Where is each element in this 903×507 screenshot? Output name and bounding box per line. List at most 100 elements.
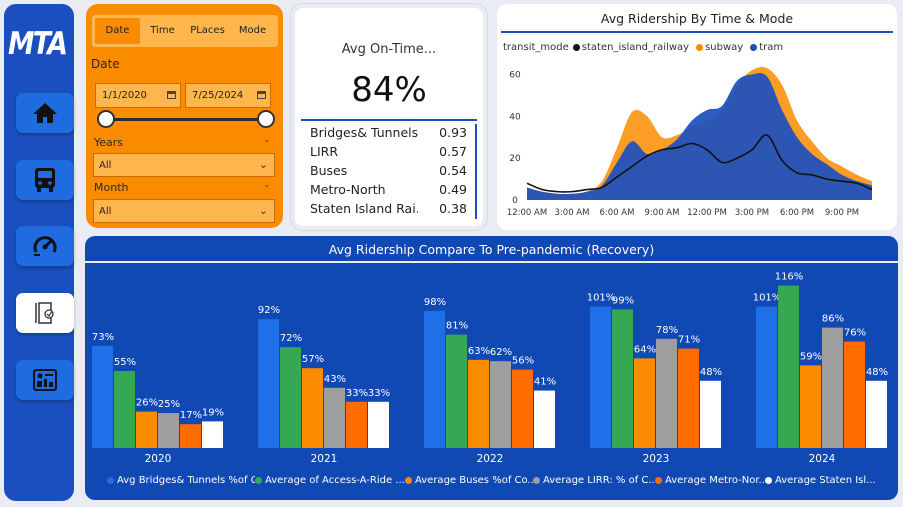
bar-data-label: 57% [302,354,324,365]
end-date-input[interactable]: 7/25/2024 [185,83,271,108]
kpi-divider [301,119,477,121]
bar[interactable] [92,345,113,448]
legend-label: subway [705,42,744,53]
bar[interactable] [468,359,489,448]
bar[interactable] [822,327,843,448]
x-tick-label: 3:00 PM [735,208,769,218]
bar[interactable] [756,306,777,448]
x-tick-label: 3:00 AM [555,208,590,218]
legend-label: Average Staten Isl... [775,475,875,486]
bar-data-label: 101% [753,293,782,304]
mta-logo: MTA [8,26,68,62]
nav-bus-button[interactable] [16,160,74,200]
end-date-value: 7/25/2024 [192,90,244,101]
bar[interactable] [800,365,821,448]
bar[interactable] [634,358,655,448]
x-tick-label: 9:00 AM [645,208,680,218]
bar-data-label: 56% [512,356,534,367]
bar-data-label: 43% [324,374,346,385]
bar[interactable] [590,306,611,448]
month-select[interactable]: All ⌄ [93,199,275,223]
bar-data-label: 48% [866,367,888,378]
bar-data-label: 17% [180,410,202,421]
nav-report-button[interactable] [16,360,74,400]
bar[interactable] [302,368,323,448]
bar[interactable] [866,380,887,448]
bar[interactable] [114,371,135,448]
date-range-end-handle[interactable] [257,110,275,128]
month-label: Month [94,181,129,194]
years-select-value: All [99,160,112,171]
series-line-staten-island-railway[interactable] [526,134,873,193]
start-date-input[interactable]: 1/1/2020 [95,83,181,108]
bar[interactable] [678,348,699,448]
legend-item[interactable]: Avg Bridges& Tunnels %of C... [107,475,255,486]
legend-item[interactable]: Average of Access-A-Ride ... [255,475,405,486]
bar[interactable] [512,369,533,448]
calendar-icon[interactable] [257,91,266,99]
bar[interactable] [446,334,467,448]
bar[interactable] [258,319,279,448]
legend-item-tram[interactable]: tram [750,42,783,53]
nav-performance-button[interactable] [16,226,74,266]
bar-data-label: 116% [775,272,804,283]
bar[interactable] [136,411,157,448]
legend-title: transit_mode [503,42,569,53]
bar[interactable] [656,338,677,448]
legend-label: staten_island_railway [581,42,690,53]
bar[interactable] [778,285,799,448]
kpi-row-value: 0.49 [439,182,467,197]
tab-mode[interactable]: Mode [238,25,267,36]
legend-item[interactable]: Average Staten Isl... [765,475,875,486]
bar[interactable] [844,341,865,448]
bar[interactable] [612,309,633,448]
bar[interactable] [534,390,555,448]
years-collapse-chevron-icon[interactable]: ⌄ [263,135,271,145]
tab-time[interactable]: Time [150,25,175,36]
bar[interactable] [324,387,345,448]
bar-data-label: 99% [612,295,634,306]
nav-recovery-button[interactable] [16,293,74,333]
bar[interactable] [490,361,511,448]
legend-item-subway[interactable]: subway [696,42,743,53]
bar[interactable] [424,310,445,448]
x-tick-label: 6:00 AM [600,208,635,218]
bar[interactable] [280,347,301,448]
bar[interactable] [180,424,201,448]
legend-item[interactable]: Average Metro-Nor... [655,475,765,486]
legend-item[interactable]: Average LIRR: % of C... [533,475,655,486]
date-range-start-handle[interactable] [97,110,115,128]
bar[interactable] [202,421,223,448]
kpi-row: Staten Island Rai... 0.38 [310,201,467,219]
kpi-row-value: 0.38 [439,201,467,216]
kpi-row: Buses 0.54 [310,163,467,181]
bar[interactable] [700,380,721,448]
bar[interactable] [368,401,389,448]
category-label: 2022 [477,453,504,465]
legend-dot [765,477,772,484]
month-select-value: All [99,206,112,217]
legend-item[interactable]: Average Buses %of Co... [405,475,533,486]
line-chart-plot[interactable]: 0 20 40 60 12:00 AM 3:00 AM 6:00 AM 9:00 AM 12:0… [497,4,897,230]
tab-places[interactable]: PLaces [190,25,225,36]
kpi-row-name: LIRR [310,144,339,159]
legend-item-staten-island-railway[interactable]: staten_island_railway [572,42,690,53]
on-time-kpi-card: Avg On-Time... 84% Bridges& Tunnels 0.93… [291,4,487,230]
bar-data-label: 76% [844,328,866,339]
years-select[interactable]: All ⌄ [93,153,275,177]
nav-home-button[interactable] [16,93,74,133]
series-area-tram[interactable] [527,73,872,200]
month-collapse-chevron-icon[interactable]: ⌄ [263,180,271,190]
calendar-icon[interactable] [167,91,176,99]
kpi-scrollbar[interactable] [475,124,477,219]
legend-label: Average Buses %of Co... [415,475,533,486]
x-tick-label: 12:00 PM [687,208,727,218]
tab-date[interactable]: Date [95,18,140,44]
line-chart-legend: transit_mode staten_island_railway subwa… [503,42,786,53]
years-label: Years [94,136,124,149]
y-tick-label: 20 [509,154,521,164]
bar[interactable] [158,413,179,448]
bar[interactable] [346,401,367,448]
